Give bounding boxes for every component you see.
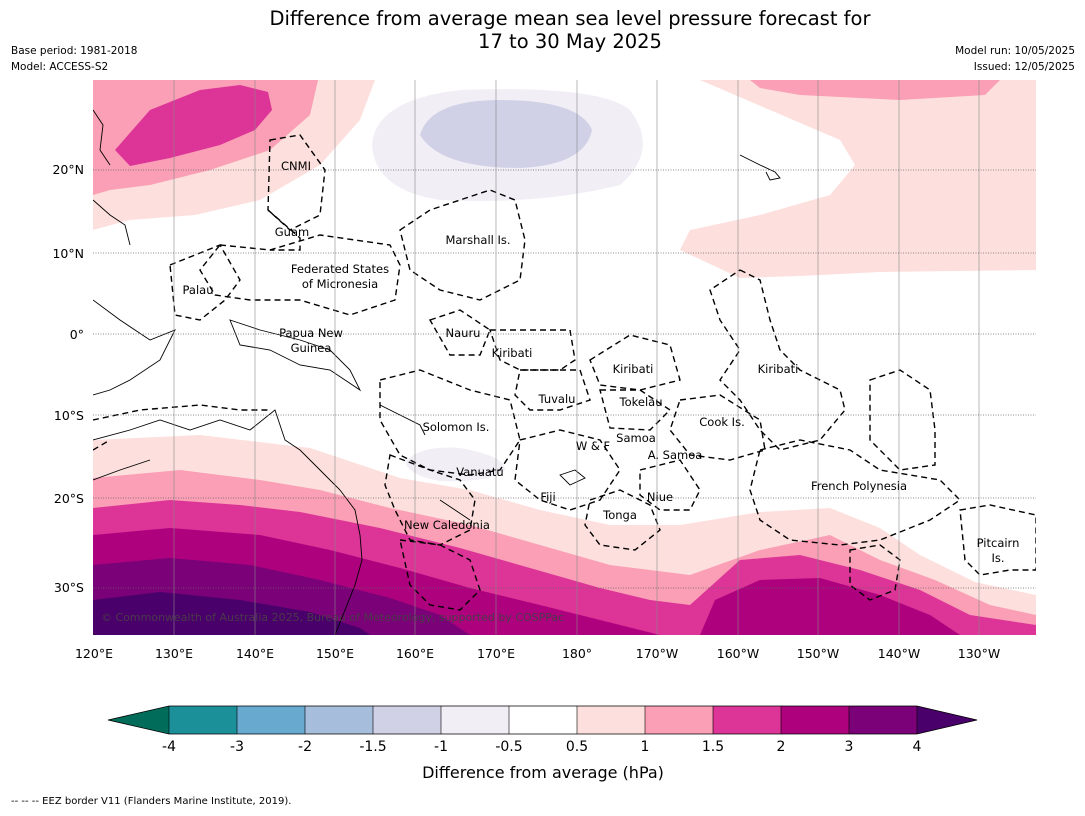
lat-label: 20°S [54,491,84,506]
issued-date: Issued: 12/05/2025 [973,61,1075,73]
label-french-polynesia: French Polynesia [811,479,907,493]
colorbar-label: Difference from average (hPa) [422,763,664,782]
anomaly-cn-neg-1 [420,100,592,168]
label-american-samoa: A. Samoa [648,448,703,462]
eez-borders [93,134,1036,611]
label-cnmi: CNMI [281,159,311,173]
lat-axis-labels: 20°N 10°N 0° 10°S 20°S 30°S [52,162,84,595]
label-tuvalu: Tuvalu [538,392,576,406]
label-fiji: Fiji [540,490,555,504]
lon-label: 130°E [155,646,193,661]
copyright-text: © Commonwealth of Australia 2025, Bureau… [101,611,564,624]
colorbar-tick-label: -3 [230,739,244,755]
label-png-1: Papua New [279,326,343,340]
colorbar-swatch [441,706,509,734]
label-fsm-1: Federated States [291,262,389,276]
label-marshall: Marshall Is. [445,233,510,247]
graticule-lat [93,169,1036,589]
label-wallis-futuna: W & F [576,439,610,453]
lon-label: 160°W [717,646,759,661]
lon-label: 160°E [396,646,434,661]
label-kiribati-east: Kiribati [758,362,799,376]
lat-label: 10°N [52,246,84,261]
anomaly-ne-1 [750,80,1000,100]
label-fsm-2: of Micronesia [302,277,378,291]
colorbar: -4 -3 -2 -1.5 -1 -0.5 0.5 1 1.5 2 3 4 Di… [107,705,978,782]
colorbar-tick-label: -1 [434,739,448,755]
colorbar-swatch [645,706,713,734]
colorbar-swatch [373,706,441,734]
lat-label: 30°S [54,580,84,595]
label-tonga: Tonga [602,508,637,522]
colorbar-tick-label: 1.5 [702,739,724,755]
lat-label: 0° [70,327,84,342]
lon-label: 130°W [958,646,1000,661]
label-kiribati-west: Kiribati [492,346,533,360]
anomaly-ne-0.5 [680,80,1036,278]
base-period: Base period: 1981-2018 [11,45,138,57]
colorbar-tick-label: -4 [162,739,176,755]
lat-label: 10°S [54,408,84,423]
colorbar-tick-label: 1 [641,739,650,755]
colorbar-tick-label: 3 [845,739,854,755]
lon-label: 170°W [636,646,678,661]
lon-label: 140°E [236,646,274,661]
label-png-2: Guinea [291,341,332,355]
eez-footnote: -- -- -- EEZ border V11 (Flanders Marine… [11,796,292,807]
lon-label: 150°W [797,646,839,661]
lon-axis-labels: 120°E 130°E 140°E 150°E 160°E 170°E 180°… [75,646,1000,661]
title-line-1: Difference from average mean sea level p… [269,7,871,30]
lon-label: 180° [562,646,592,661]
colorbar-swatch [237,706,305,734]
title-line-2: 17 to 30 May 2025 [478,30,662,53]
colorbar-swatch [781,706,849,734]
label-guam: Guam [275,225,309,239]
metadata-left: Base period: 1981-2018 Model: ACCESS-S2 [11,43,137,75]
model-name: Model: ACCESS-S2 [11,61,109,73]
label-nauru: Nauru [446,326,481,340]
anomaly-s-2b [700,578,960,635]
label-tokelau: Tokelau [619,395,663,409]
colorbar-extend-high [917,706,977,734]
colorbar-swatch [849,706,917,734]
label-pitcairn-1: Pitcairn [977,536,1020,550]
label-kiribati-central: Kiribati [613,362,654,376]
lat-label: 20°N [52,162,84,177]
label-niue: Niue [647,490,673,504]
label-vanuatu: Vanuatu [456,465,503,479]
model-run: Model run: 10/05/2025 [955,45,1075,57]
coastlines [93,109,781,635]
map-area: CNMI Guam Marshall Is. Federated States … [93,80,1036,635]
label-palau: Palau [183,283,214,297]
lon-label: 120°E [75,646,113,661]
colorbar-swatch [509,706,577,734]
label-solomon: Solomon Is. [423,420,490,434]
map-title: Difference from average mean sea level p… [0,7,1085,53]
label-pitcairn-2: Is. [991,551,1004,565]
colorbar-tick-label: -1.5 [359,739,386,755]
colorbar-tick-label: -2 [298,739,312,755]
place-labels: CNMI Guam Marshall Is. Federated States … [183,159,1020,565]
colorbar-swatch [169,706,237,734]
graticule [173,80,980,635]
colorbar-swatch [577,706,645,734]
lon-label: 170°E [477,646,515,661]
label-samoa: Samoa [616,431,656,445]
anomaly-s-4 [93,592,370,635]
metadata-right: Model run: 10/05/2025 Issued: 12/05/2025 [955,43,1075,75]
colorbar-swatch [305,706,373,734]
label-new-caledonia: New Caledonia [404,518,490,532]
anomaly-nw-1.5 [115,85,272,166]
colorbar-tick-label: -0.5 [495,739,522,755]
label-cook: Cook Is. [699,415,744,429]
colorbar-tick-label: 4 [913,739,922,755]
colorbar-swatch [713,706,781,734]
colorbar-tick-label: 0.5 [566,739,588,755]
colorbar-extend-low [108,706,169,734]
colorbar-ticks: -4 -3 -2 -1.5 -1 -0.5 0.5 1 1.5 2 3 4 [162,739,922,755]
lon-label: 140°W [878,646,920,661]
lon-label: 150°E [316,646,354,661]
colorbar-tick-label: 2 [777,739,786,755]
